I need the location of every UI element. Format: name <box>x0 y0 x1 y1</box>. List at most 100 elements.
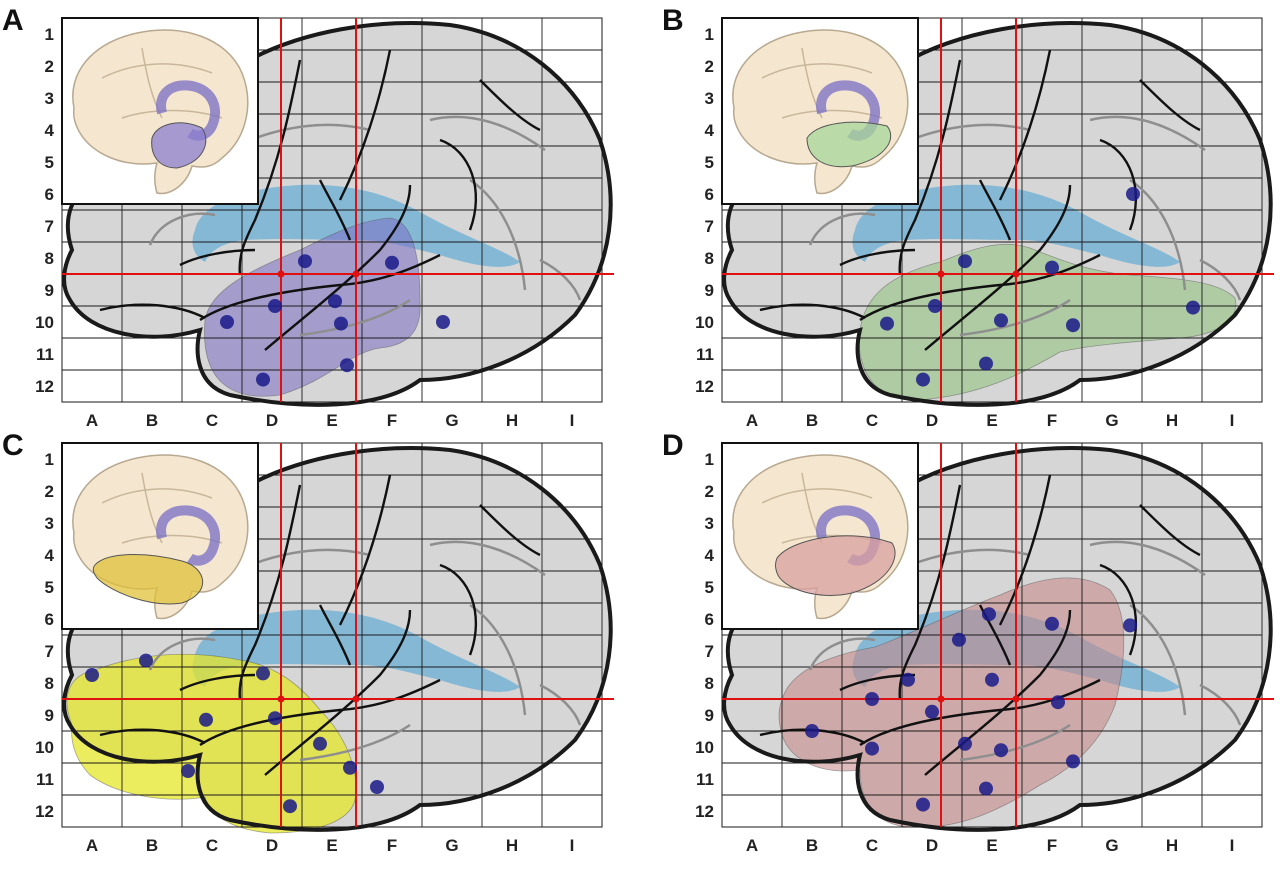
row-label: 9 <box>705 706 714 725</box>
col-label: A <box>746 411 758 430</box>
electrode-dot <box>958 254 972 269</box>
electrode-dot <box>1045 260 1059 275</box>
row-label: 6 <box>45 610 54 629</box>
electrode-dot <box>220 315 234 329</box>
gray-sulcus <box>148 637 216 671</box>
black-sulcus <box>264 184 412 351</box>
col-label: F <box>1047 836 1057 855</box>
black-sulcus <box>439 138 478 231</box>
black-sulcus <box>479 504 541 557</box>
black-sulcus <box>179 673 256 692</box>
row-label: 10 <box>35 738 54 757</box>
row-label: 5 <box>705 153 714 172</box>
electrode-dot <box>436 315 450 329</box>
col-label: H <box>1166 836 1178 855</box>
insert-highlight <box>92 554 204 605</box>
red-intersection-dot <box>1012 695 1020 703</box>
black-sulcus <box>318 179 352 241</box>
panel-letter: A <box>2 4 24 37</box>
row-label: 6 <box>45 185 54 204</box>
col-label: B <box>806 411 818 430</box>
gray-sulcus <box>429 115 546 152</box>
row-label: 11 <box>696 770 714 789</box>
row-label: 3 <box>705 89 714 108</box>
black-sulcus <box>238 59 302 276</box>
col-label: H <box>1166 411 1178 430</box>
electrode-dot <box>865 692 879 706</box>
electrode-dot <box>916 372 930 387</box>
electrode-dot <box>994 313 1008 328</box>
col-label: A <box>86 836 98 855</box>
col-label: G <box>1105 836 1118 855</box>
panel-letter: D <box>662 429 684 462</box>
electrode-dot <box>1123 618 1137 633</box>
black-sulcus <box>978 604 1012 666</box>
black-sulcus <box>199 253 441 321</box>
electrode-dot <box>979 781 993 796</box>
row-label: 9 <box>705 281 714 300</box>
col-label: H <box>506 836 518 855</box>
brain-insert <box>721 17 919 205</box>
red-intersection-dot <box>277 695 285 703</box>
row-label: 6 <box>705 610 714 629</box>
gray-sulcus <box>808 637 876 671</box>
electrode-dot <box>268 299 282 313</box>
row-label: 7 <box>705 642 714 661</box>
gray-sulcus <box>1199 258 1242 301</box>
row-label: 1 <box>45 25 54 44</box>
row-label: 10 <box>35 313 54 332</box>
gray-sulcus <box>1089 540 1206 577</box>
row-label: 8 <box>45 674 54 693</box>
col-label: D <box>926 836 938 855</box>
row-label: 7 <box>45 642 54 661</box>
row-label: 2 <box>45 57 54 76</box>
gray-sulcus <box>808 212 876 246</box>
col-label: I <box>1230 411 1235 430</box>
black-sulcus <box>99 303 206 320</box>
electrode-dot <box>880 316 894 331</box>
col-label: E <box>986 836 997 855</box>
col-label: H <box>506 411 518 430</box>
col-label: C <box>206 411 218 430</box>
red-intersection-dot <box>937 270 945 278</box>
electrode-dot <box>952 632 966 647</box>
col-label: I <box>570 836 575 855</box>
electrode-dot <box>1066 754 1080 769</box>
black-sulcus <box>338 474 392 626</box>
electrode-dot <box>313 736 327 751</box>
row-label: 4 <box>45 121 55 140</box>
insert-highlight <box>151 122 207 169</box>
gray-sulcus <box>1089 115 1206 152</box>
col-label: E <box>986 411 997 430</box>
red-intersection-dot <box>277 270 285 278</box>
electrode-dot <box>805 724 819 738</box>
panel-letter: B <box>662 4 684 37</box>
col-label: F <box>387 411 397 430</box>
red-intersection-dot <box>352 695 360 703</box>
electrode-dot <box>328 294 342 309</box>
col-label: D <box>926 411 938 430</box>
electrode-dot <box>1186 300 1200 315</box>
brain-insert <box>721 442 919 630</box>
electrode-dot <box>994 743 1008 758</box>
black-sulcus <box>199 678 441 746</box>
row-label: 12 <box>35 377 54 396</box>
electrode-dot <box>1051 695 1065 710</box>
electrode-dot <box>256 666 270 681</box>
electrode-dot <box>901 672 915 687</box>
col-label: A <box>86 411 98 430</box>
electrode-dot <box>181 764 195 778</box>
col-label: I <box>1230 836 1235 855</box>
electrode-dot <box>268 711 282 726</box>
electrode-dot <box>334 316 348 331</box>
col-label: G <box>445 411 458 430</box>
gray-sulcus <box>1199 683 1242 726</box>
electrode-dot <box>85 668 99 682</box>
gray-sulcus <box>299 298 411 337</box>
col-label: G <box>445 836 458 855</box>
